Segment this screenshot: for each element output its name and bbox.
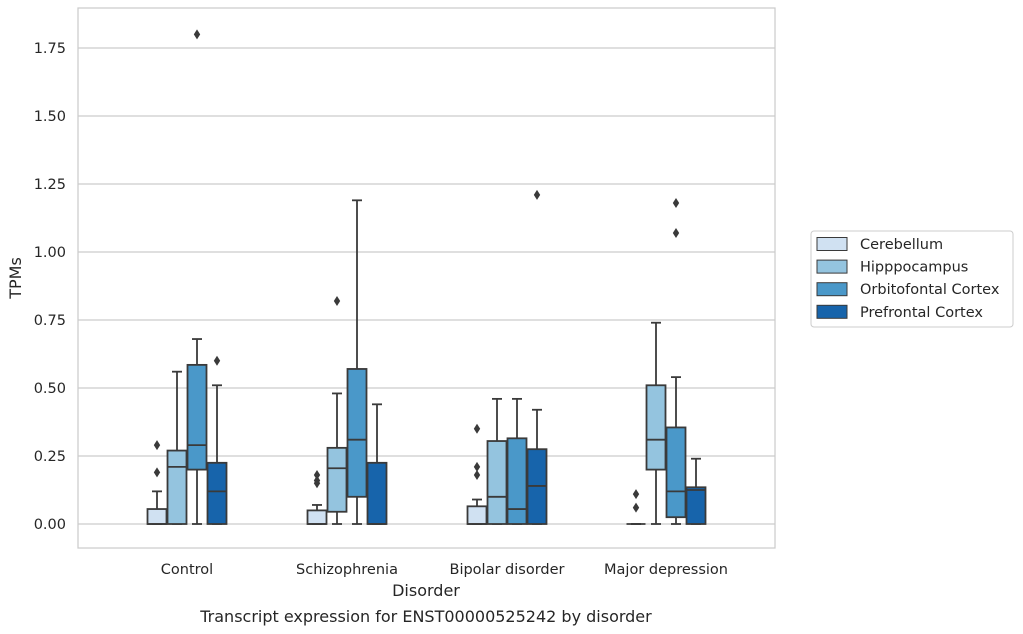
outlier-point xyxy=(153,467,161,478)
outlier-point xyxy=(632,502,640,513)
x-tick-label: Bipolar disorder xyxy=(450,562,565,578)
box-orbitofontal-cortex-major-depression xyxy=(665,198,687,525)
outlier-point xyxy=(313,475,321,486)
y-tick-labels: 0.00 0.25 0.50 0.75 1.00 1.25 1.50 1.75 xyxy=(34,41,66,533)
iqr-box xyxy=(146,508,168,525)
outlier-point xyxy=(632,489,640,500)
x-tick-label: Major depression xyxy=(604,562,728,578)
legend-swatch-cerebellum xyxy=(816,237,848,251)
y-tick-label: 1.50 xyxy=(34,109,66,125)
legend-swatch-orbitofontal-cortex xyxy=(816,282,848,297)
box-orbitofontal-cortex-schizophrenia xyxy=(346,199,368,525)
legend-swatch-hipppocampus xyxy=(816,259,848,274)
legend-label-orbitofontal-cortex: Orbitofontal Cortex xyxy=(860,282,1000,298)
outlier-point xyxy=(213,355,221,366)
iqr-box xyxy=(486,440,508,525)
y-tick-label: 0.00 xyxy=(34,517,66,533)
outlier-point xyxy=(473,461,481,472)
iqr-box xyxy=(506,437,528,525)
box-cerebellum-major-depression xyxy=(626,489,646,525)
box-hipppocampus-major-depression xyxy=(645,321,667,525)
x-tick-label: Control xyxy=(161,562,213,578)
iqr-box xyxy=(306,509,328,525)
box-cerebellum-bipolar-disorder xyxy=(466,423,488,525)
box-prefrontal-cortex-major-depression xyxy=(685,457,707,525)
iqr-box xyxy=(326,446,348,513)
legend: Cerebellum Hipppocampus Orbitofontal Corte… xyxy=(810,230,1014,328)
outlier-point xyxy=(473,470,481,481)
box-cerebellum-schizophrenia xyxy=(306,470,328,525)
iqr-box xyxy=(466,505,488,525)
legend-label-prefrontal-cortex: Prefrontal Cortex xyxy=(860,305,983,321)
outlier-point xyxy=(193,29,201,40)
box-orbitofontal-cortex-control xyxy=(186,29,208,525)
legend-swatch-prefrontal-cortex xyxy=(816,304,848,319)
iqr-box xyxy=(366,461,388,525)
iqr-box xyxy=(665,426,687,519)
outlier-point xyxy=(672,227,680,238)
outlier-point xyxy=(473,423,481,434)
box-orbitofontal-cortex-bipolar-disorder xyxy=(506,397,528,525)
legend-label-cerebellum: Cerebellum xyxy=(860,237,943,253)
iqr-box xyxy=(206,461,228,525)
outlier-point xyxy=(153,440,161,451)
box-prefrontal-cortex-control xyxy=(206,355,228,525)
iqr-box xyxy=(186,363,208,471)
outlier-point xyxy=(333,295,341,306)
outlier-point xyxy=(672,198,680,209)
legend-frame xyxy=(810,230,1014,328)
y-tick-label: 0.50 xyxy=(34,381,66,397)
outlier-point xyxy=(533,189,541,200)
box-cerebellum-control xyxy=(146,440,168,525)
iqr-box xyxy=(685,486,707,525)
y-tick-label: 1.75 xyxy=(34,41,66,57)
x-tick-labels: Control Schizophrenia Bipolar disorder Majo… xyxy=(161,562,728,578)
iqr-box xyxy=(346,368,368,498)
box-prefrontal-cortex-bipolar-disorder xyxy=(526,189,548,525)
y-tick-label: 0.25 xyxy=(34,449,66,465)
iqr-box xyxy=(645,384,667,471)
x-axis-label: Disorder xyxy=(392,581,460,600)
iqr-box xyxy=(166,449,188,525)
box-hipppocampus-bipolar-disorder xyxy=(486,397,508,525)
y-tick-label: 1.25 xyxy=(34,177,66,193)
y-axis-label: TPMs xyxy=(6,257,25,300)
box-prefrontal-cortex-schizophrenia xyxy=(366,403,388,525)
legend-label-hipppocampus: Hipppocampus xyxy=(860,260,968,276)
y-tick-label: 1.00 xyxy=(34,245,66,261)
box-hipppocampus-control xyxy=(166,370,188,525)
chart-caption: Transcript expression for ENST0000052524… xyxy=(199,607,652,626)
boxes xyxy=(146,29,707,525)
y-tick-label: 0.75 xyxy=(34,313,66,329)
x-tick-label: Schizophrenia xyxy=(296,562,398,578)
outlier-point xyxy=(313,470,321,481)
box-hipppocampus-schizophrenia xyxy=(326,295,348,525)
